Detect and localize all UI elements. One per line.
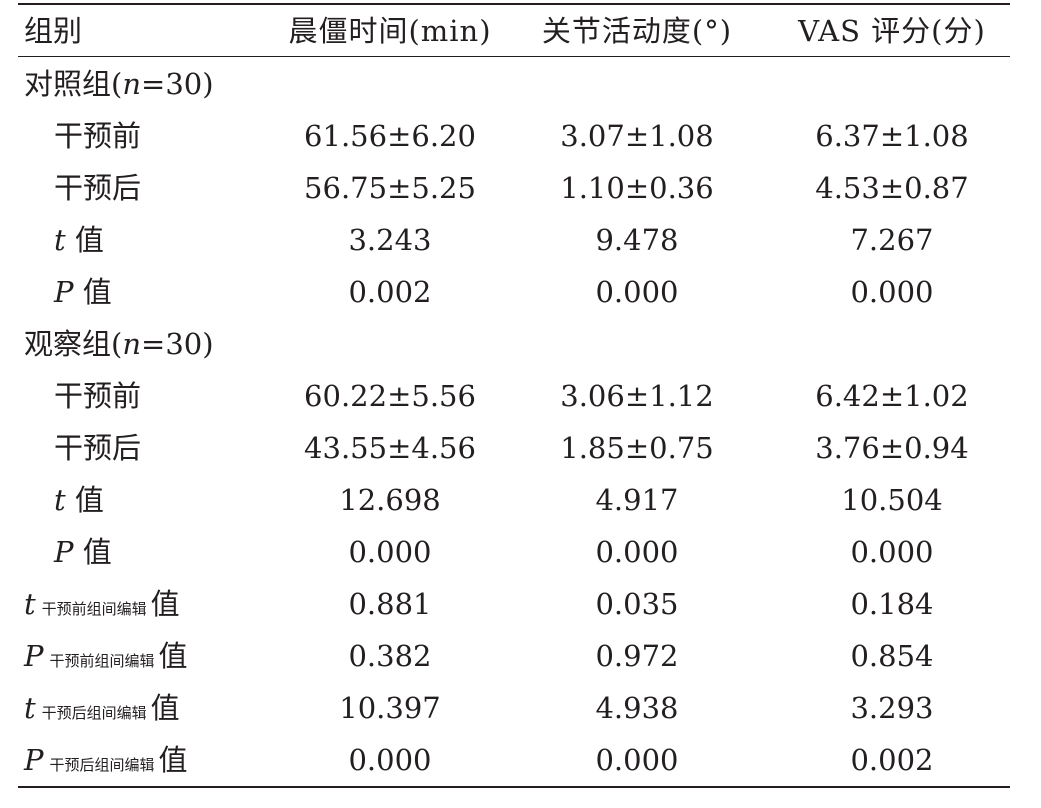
cell-value: 3.243 (348, 223, 432, 257)
row-label: t 值 (54, 223, 104, 257)
cell-value: 4.938 (595, 691, 679, 725)
cell-value: 7.267 (850, 223, 934, 257)
cell-value: 3.293 (850, 691, 934, 725)
row-label: P 干预后组间编辑值 (24, 743, 188, 777)
cell-value: 0.035 (595, 587, 679, 621)
table-row: 干预前 61.56±6.20 3.07±1.08 6.37±1.08 (18, 110, 1010, 162)
cell-value: 6.37±1.08 (815, 119, 969, 153)
cell-value: 9.478 (595, 223, 679, 257)
table-row: 干预后 56.75±5.25 1.10±0.36 4.53±0.87 (18, 162, 1010, 214)
bottom-rule (18, 786, 1010, 788)
cell-value: 1.10±0.36 (560, 171, 714, 205)
row-label: t 值 (54, 483, 104, 517)
cell-value: 0.881 (348, 587, 432, 621)
cell-value: 60.22±5.56 (304, 379, 476, 413)
group-label: 观察组(n=30) (24, 327, 214, 361)
cell-value: 43.55±4.56 (304, 431, 476, 465)
group-label-row: 对照组(n=30) (18, 58, 1010, 110)
cell-value: 10.504 (841, 483, 943, 517)
header-row: 组别 晨僵时间(min) 关节活动度(°) VAS 评分(分) (18, 5, 1010, 57)
cell-value: 0.000 (348, 535, 432, 569)
cell-value: 0.972 (595, 639, 679, 673)
cell-value: 3.06±1.12 (560, 379, 714, 413)
group-label-row: 观察组(n=30) (18, 318, 1010, 370)
row-label: P 干预前组间编辑值 (24, 639, 188, 673)
header-morning-stiffness: 晨僵时间(min) (288, 14, 492, 48)
cell-value: 10.397 (339, 691, 441, 725)
cell-value: 0.000 (850, 275, 934, 309)
cell-value: 3.76±0.94 (815, 431, 969, 465)
row-label: P 值 (54, 275, 112, 309)
table-row: t 值 3.243 9.478 7.267 (18, 214, 1010, 266)
row-label: 干预前 (54, 119, 142, 153)
header-rule (18, 56, 1010, 57)
table-row: t 值 12.698 4.917 10.504 (18, 474, 1010, 526)
cell-value: 0.002 (850, 743, 934, 777)
row-label: t 干预前组间编辑值 (24, 587, 180, 621)
table-row: P 值 0.002 0.000 0.000 (18, 266, 1010, 318)
header-joint-range: 关节活动度(°) (541, 14, 733, 48)
cell-value: 0.000 (595, 275, 679, 309)
row-label: P 值 (54, 535, 112, 569)
table-row: P 干预后组间编辑值 0.000 0.000 0.002 (18, 734, 1010, 786)
cell-value: 0.000 (595, 535, 679, 569)
table-row: 干预后 43.55±4.56 1.85±0.75 3.76±0.94 (18, 422, 1010, 474)
cell-value: 1.85±0.75 (560, 431, 714, 465)
cell-value: 12.698 (339, 483, 441, 517)
cell-value: 0.002 (348, 275, 432, 309)
cell-value: 61.56±6.20 (304, 119, 476, 153)
header-vas: VAS 评分(分) (798, 14, 986, 48)
row-label: 干预前 (54, 379, 142, 413)
row-label: 干预后 (54, 431, 142, 465)
top-rule (18, 3, 1010, 5)
table-row: P 值 0.000 0.000 0.000 (18, 526, 1010, 578)
group-label: 对照组(n=30) (24, 67, 214, 101)
cell-value: 4.917 (595, 483, 679, 517)
cell-value: 0.854 (850, 639, 934, 673)
cell-value: 0.184 (850, 587, 934, 621)
table-row: t 干预后组间编辑值 10.397 4.938 3.293 (18, 682, 1010, 734)
cell-value: 6.42±1.02 (815, 379, 969, 413)
cell-value: 4.53±0.87 (815, 171, 969, 205)
cell-value: 0.000 (595, 743, 679, 777)
row-label: 干预后 (54, 171, 142, 205)
cell-value: 3.07±1.08 (560, 119, 714, 153)
table-row: 干预前 60.22±5.56 3.06±1.12 6.42±1.02 (18, 370, 1010, 422)
table-row: t 干预前组间编辑值 0.881 0.035 0.184 (18, 578, 1010, 630)
cell-value: 0.000 (348, 743, 432, 777)
cell-value: 0.000 (850, 535, 934, 569)
table-row: P 干预前组间编辑值 0.382 0.972 0.854 (18, 630, 1010, 682)
header-group: 组别 (24, 14, 83, 48)
row-label: t 干预后组间编辑值 (24, 691, 180, 725)
cell-value: 56.75±5.25 (304, 171, 476, 205)
cell-value: 0.382 (348, 639, 432, 673)
results-table: 组别 晨僵时间(min) 关节活动度(°) VAS 评分(分) 对照组(n=30… (18, 0, 1010, 790)
